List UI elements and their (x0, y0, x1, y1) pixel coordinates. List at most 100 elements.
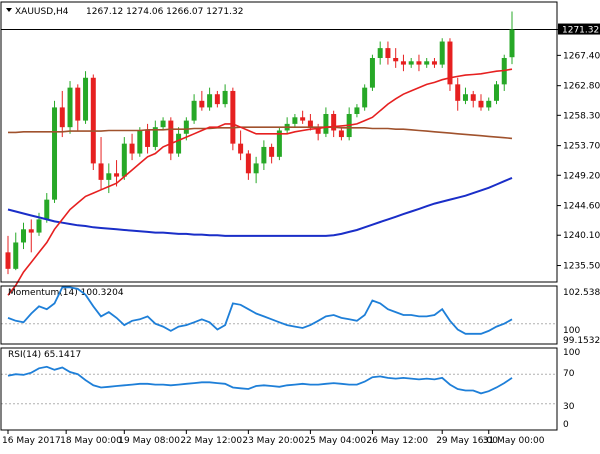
candle (439, 38, 445, 68)
momentum-scale-top: 102.5385 (563, 288, 600, 298)
panel-frame-1 (0, 285, 558, 345)
candle (416, 54, 422, 72)
candle-body (307, 120, 313, 128)
price-tick-label: 1240.10 (563, 231, 600, 241)
candle-body (393, 58, 399, 62)
candle (222, 84, 228, 108)
candle (377, 41, 383, 65)
time-tick-label: 16 May 2017 (2, 436, 61, 446)
candle-body (276, 130, 282, 157)
candle (385, 41, 391, 65)
candle-body (44, 199, 50, 220)
candle-body (331, 114, 337, 131)
candle (28, 219, 34, 253)
candle (176, 127, 182, 157)
candle-body (424, 61, 430, 65)
candle-body (300, 117, 306, 121)
candle (447, 38, 453, 91)
ma-slow-line (7, 176, 513, 237)
time-tick-label: 29 May 16:00 (436, 436, 498, 446)
candle-body (52, 107, 58, 200)
candle (400, 54, 406, 72)
candle-body (230, 90, 236, 144)
candle-body (21, 229, 27, 243)
candle (168, 117, 174, 161)
candle (137, 127, 143, 157)
candle-body (199, 100, 205, 108)
candle-body (439, 41, 445, 65)
candle (121, 137, 127, 180)
candle-body (5, 252, 11, 269)
candles (5, 11, 515, 275)
time-tick-label: 22 May 12:00 (180, 436, 242, 446)
time-tick-label: 19 May 08:00 (118, 436, 180, 446)
momentum-polyline (7, 286, 513, 335)
candle (83, 71, 89, 124)
candle (486, 97, 492, 111)
price-tick-label: 1267.40 (563, 51, 600, 61)
candle-body (323, 114, 329, 134)
candle (338, 127, 344, 141)
candle-body (28, 229, 34, 233)
rsi-polyline (7, 365, 513, 395)
price-panel: 1271.32 1267.40 1262.80 1258.30 1253.70 1249.… (1, 7, 600, 296)
price-tick-label: 1249.20 (563, 171, 600, 181)
candle-body (470, 94, 476, 101)
candle-body (369, 58, 375, 88)
candle-body (59, 107, 65, 128)
collapse-triangle-icon[interactable] (6, 8, 12, 12)
candle-body (114, 173, 120, 177)
rsi-panel: RSI(14) 65.1417 100 70 30 0 (1, 348, 580, 430)
candle (300, 110, 306, 124)
candle-body (183, 120, 189, 134)
candle (292, 114, 298, 128)
candle-body (238, 143, 244, 154)
candle (354, 104, 360, 118)
candle-body (486, 100, 492, 108)
candle-body (509, 29, 515, 58)
candle-body (83, 77, 89, 121)
candle-body (408, 61, 414, 65)
candle (362, 84, 368, 111)
ma-fast-line (7, 68, 513, 296)
candle-body (67, 87, 73, 128)
rsi-line (7, 365, 513, 395)
candle (152, 120, 158, 151)
momentum-scale-mid: 100 (563, 326, 580, 336)
momentum-label: Momentum(14) 100.3204 (8, 288, 124, 298)
candle (261, 140, 267, 170)
candle-body (455, 84, 461, 101)
candle (509, 11, 515, 65)
candle-body (493, 84, 499, 101)
candle-body (315, 127, 321, 134)
candle-body (400, 61, 406, 65)
moving-averages (7, 68, 513, 296)
candle (44, 193, 50, 223)
candle-body (354, 107, 360, 114)
candle-body (478, 100, 484, 108)
momentum-scale-bottom: 99.1532 (563, 336, 600, 346)
candle-body (222, 90, 228, 105)
candle (245, 150, 251, 180)
ohlc-readout: 1267.12 1274.06 1266.07 1271.32 (86, 7, 243, 17)
candle-body (362, 87, 368, 108)
candle (470, 90, 476, 108)
candle (75, 84, 81, 131)
candle-body (137, 130, 143, 154)
candle (114, 160, 120, 187)
price-tick-label: 1258.30 (563, 111, 600, 121)
momentum-line (7, 286, 513, 335)
candle (21, 222, 27, 250)
candle-body (431, 61, 437, 65)
candle (5, 235, 11, 275)
candle (431, 58, 437, 68)
candle-body (145, 130, 151, 147)
candle (478, 94, 484, 111)
candle-body (462, 94, 468, 101)
price-tick-label: 1253.70 (563, 142, 600, 152)
candle-body (269, 146, 275, 157)
candle-body (253, 163, 259, 174)
